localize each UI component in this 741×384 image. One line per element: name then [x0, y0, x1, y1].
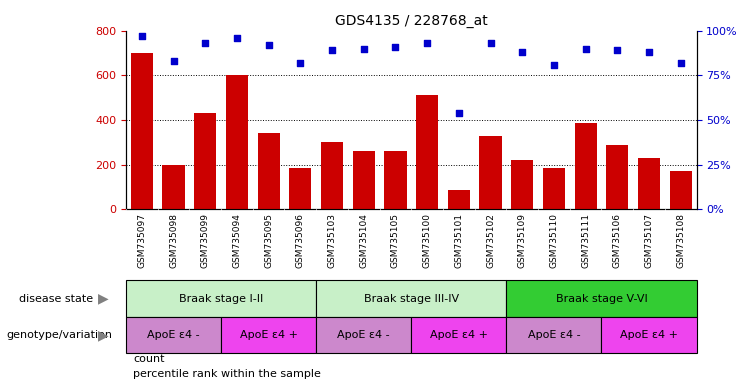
Point — [579, 46, 591, 52]
Text: GSM735099: GSM735099 — [201, 213, 210, 268]
Text: ApoE ε4 -: ApoE ε4 - — [147, 330, 200, 340]
Point — [231, 35, 243, 41]
Text: Braak stage I-II: Braak stage I-II — [179, 293, 263, 304]
Text: GSM735095: GSM735095 — [264, 213, 273, 268]
Text: GSM735103: GSM735103 — [328, 213, 336, 268]
Text: GSM735109: GSM735109 — [518, 213, 527, 268]
Point — [390, 44, 402, 50]
Bar — [316, 317, 411, 353]
Bar — [162, 165, 185, 209]
Text: ApoE ε4 +: ApoE ε4 + — [239, 330, 298, 340]
Bar — [385, 151, 407, 209]
Bar — [126, 280, 316, 317]
Text: disease state: disease state — [19, 293, 93, 304]
Bar — [574, 123, 597, 209]
Point — [453, 110, 465, 116]
Bar — [479, 136, 502, 209]
Bar — [321, 142, 343, 209]
Bar — [411, 317, 506, 353]
Text: percentile rank within the sample: percentile rank within the sample — [133, 369, 322, 379]
Bar — [353, 151, 375, 209]
Text: GSM735106: GSM735106 — [613, 213, 622, 268]
Point — [516, 49, 528, 55]
Title: GDS4135 / 228768_at: GDS4135 / 228768_at — [335, 14, 488, 28]
Text: GSM735096: GSM735096 — [296, 213, 305, 268]
Text: GSM735105: GSM735105 — [391, 213, 400, 268]
Text: GSM735100: GSM735100 — [422, 213, 431, 268]
Bar — [606, 144, 628, 209]
Point — [167, 58, 179, 64]
Point — [262, 42, 274, 48]
Bar — [448, 190, 470, 209]
Point — [199, 40, 211, 46]
Text: ApoE ε4 -: ApoE ε4 - — [337, 330, 390, 340]
Bar — [543, 168, 565, 209]
Text: ApoE ε4 -: ApoE ε4 - — [528, 330, 580, 340]
Text: count: count — [133, 354, 165, 364]
Bar — [416, 96, 438, 209]
Text: ApoE ε4 +: ApoE ε4 + — [620, 330, 678, 340]
Point — [485, 40, 496, 46]
Point — [421, 40, 433, 46]
Bar — [316, 280, 506, 317]
Text: GSM735110: GSM735110 — [549, 213, 559, 268]
Point — [358, 46, 370, 52]
Bar — [221, 317, 316, 353]
Text: GSM735094: GSM735094 — [233, 213, 242, 268]
Text: GSM735098: GSM735098 — [169, 213, 178, 268]
Point — [643, 49, 655, 55]
Point — [326, 47, 338, 53]
Bar — [130, 53, 153, 209]
Point — [548, 61, 560, 68]
Text: ▶: ▶ — [98, 291, 109, 306]
Text: GSM735107: GSM735107 — [645, 213, 654, 268]
Text: Braak stage V-VI: Braak stage V-VI — [556, 293, 648, 304]
Bar — [126, 317, 221, 353]
Text: genotype/variation: genotype/variation — [6, 330, 113, 340]
Text: Braak stage III-IV: Braak stage III-IV — [364, 293, 459, 304]
Point — [675, 60, 687, 66]
Point — [611, 47, 623, 53]
Bar — [226, 75, 248, 209]
Point — [294, 60, 306, 66]
Text: ▶: ▶ — [98, 328, 109, 342]
Bar — [506, 280, 697, 317]
Bar — [506, 317, 602, 353]
Bar — [289, 168, 311, 209]
Text: GSM735111: GSM735111 — [581, 213, 590, 268]
Bar — [511, 160, 534, 209]
Text: GSM735101: GSM735101 — [454, 213, 463, 268]
Bar — [638, 158, 660, 209]
Point — [136, 33, 147, 39]
Bar — [194, 113, 216, 209]
Text: ApoE ε4 +: ApoE ε4 + — [430, 330, 488, 340]
Text: GSM735097: GSM735097 — [137, 213, 146, 268]
Text: GSM735104: GSM735104 — [359, 213, 368, 268]
Text: GSM735102: GSM735102 — [486, 213, 495, 268]
Text: GSM735108: GSM735108 — [677, 213, 685, 268]
Bar — [670, 171, 692, 209]
Bar — [258, 133, 279, 209]
Bar — [602, 317, 697, 353]
